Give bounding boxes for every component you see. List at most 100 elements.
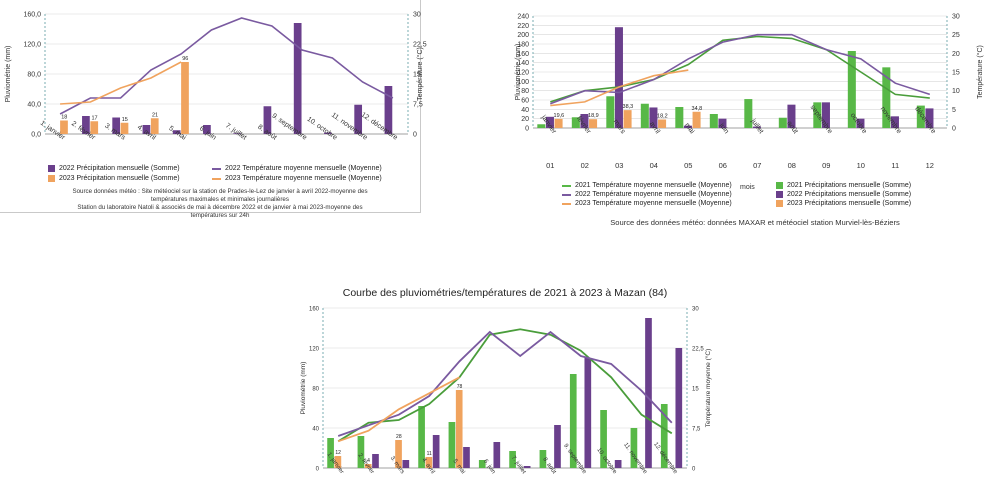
bar	[658, 119, 667, 128]
series-line	[550, 69, 689, 107]
legend-label: 2023 Précipitations mensuelle (Somme)	[787, 200, 912, 207]
y2-tick-label: 30	[692, 307, 699, 313]
bar	[787, 104, 796, 128]
source-line: Station du laboratoire Natoli & associés…	[77, 204, 363, 211]
bar	[813, 102, 822, 128]
legend-label: 2022 Température moyenne mensuelle (Moye…	[575, 191, 732, 198]
legend-label: 2023 Précipitation mensuelle (Somme)	[59, 175, 180, 182]
chart-2-source: Source des données météo: données MAXAR …	[610, 218, 900, 227]
legend-swatch	[48, 175, 55, 182]
y2-tick-label: 5	[952, 107, 956, 114]
chart-3-title: Courbe des pluviométries/températures de…	[342, 287, 668, 299]
y2-tick-label: 30	[413, 12, 421, 19]
x-number-label: 09	[822, 161, 830, 170]
legend-swatch	[776, 182, 783, 189]
y-tick-label: 40	[521, 107, 529, 114]
data-label: 38,3	[623, 104, 634, 110]
chart-1-source: Source données météo : Site météociel su…	[20, 188, 420, 220]
x-number-label: 07	[753, 161, 761, 170]
bar	[150, 118, 159, 134]
y-tick-label: 80	[312, 387, 319, 393]
y-tick-label: 100	[517, 79, 529, 86]
bar	[925, 108, 934, 128]
legend-item: 2022 Précipitation mensuelle (Somme)	[48, 165, 180, 172]
bar	[402, 460, 410, 468]
bar	[354, 104, 363, 134]
bar	[580, 114, 589, 128]
bar	[614, 27, 623, 129]
legend-swatch	[562, 193, 571, 196]
series-line	[337, 330, 673, 437]
bar	[554, 425, 561, 468]
series-line	[59, 17, 394, 115]
y-tick-label: 0,0	[31, 132, 41, 139]
y-tick-label: 240	[517, 14, 529, 21]
y2-tick-label: 15	[952, 70, 960, 77]
y2-axis-title: Température moyenne (°C)	[704, 349, 712, 427]
bar	[112, 117, 121, 134]
y2-tick-label: 22,5	[692, 347, 704, 353]
source-line: Source données météo : Site météociel su…	[72, 188, 368, 195]
x-number-label: 01	[546, 161, 554, 170]
y-tick-label: 40,0	[27, 102, 41, 109]
legend-item: 2022 Précipitations mensuelle (Somme)	[776, 191, 911, 198]
y2-tick-label: 22,5	[413, 42, 427, 49]
bar	[890, 116, 899, 128]
legend-swatch	[212, 177, 221, 180]
y2-tick-label: 0	[413, 132, 417, 139]
data-label: 96	[182, 56, 188, 62]
bar	[821, 102, 830, 128]
bar	[649, 107, 658, 128]
y-tick-label: 60	[521, 98, 529, 105]
y-tick-label: 160,0	[23, 12, 41, 19]
legend-swatch	[562, 184, 571, 187]
bar	[293, 23, 302, 134]
bar	[569, 374, 577, 468]
bar	[90, 121, 99, 134]
y2-tick-label: 20	[952, 51, 960, 58]
chart-panel-murviel: 0 20 40 60 80 100 120 140 160 180 200 220 240 0 5 10 15 2…	[500, 0, 1000, 235]
x-tick-label: 7. juillet	[224, 122, 248, 141]
bar	[545, 116, 554, 128]
bar	[630, 428, 638, 468]
chart-panel-mazan: 0 40 80 120 160 0 7,5 15 22,5 30 Pluviométrie (mm)…	[295, 283, 715, 500]
data-label: 4	[367, 458, 370, 464]
bar	[203, 125, 211, 134]
series-line	[60, 61, 182, 105]
y-tick-label: 220	[517, 23, 529, 30]
bar	[709, 114, 718, 128]
bar	[455, 390, 463, 468]
bar	[537, 124, 546, 128]
legend-item: 2023 Précipitations mensuelle (Somme)	[776, 200, 911, 207]
bar	[692, 111, 701, 128]
bar	[614, 460, 622, 468]
y-tick-label: 120,0	[23, 42, 41, 49]
x-number-label: 11	[891, 161, 899, 170]
y-tick-label: 200	[517, 32, 529, 39]
data-label: 21	[152, 112, 158, 118]
bar	[181, 62, 189, 134]
y-tick-label: 80,0	[27, 72, 41, 79]
bar	[675, 107, 684, 128]
source-line: températures sur 24h	[190, 212, 250, 219]
y-tick-label: 160	[309, 307, 320, 313]
data-label: 19,6	[554, 113, 565, 119]
data-label: 18,2	[657, 114, 668, 120]
series-line	[550, 33, 931, 105]
legend-swatch	[562, 202, 571, 205]
x-number-label: 12	[926, 161, 934, 170]
bar	[395, 440, 402, 468]
legend-item: 2021 Température moyenne mensuelle (Moye…	[562, 182, 732, 189]
series-line	[337, 376, 460, 443]
chart-2-svg: 0204060801001201401601802002202400510152…	[515, 14, 984, 192]
y2-tick-label: 7,5	[413, 102, 423, 109]
y2-tick-label: 0	[692, 467, 696, 473]
y2-tick-label: 15	[413, 72, 421, 79]
y-tick-label: 80	[521, 88, 529, 95]
chart-1-svg: 0,0 40,0 80,0 120,0 160,0 0 7,5 15 22,5 30 Pluviom…	[5, 12, 427, 143]
y2-tick-label: 7,5	[692, 427, 701, 433]
bar	[606, 96, 615, 128]
legend-label: 2022 Précipitations mensuelle (Somme)	[787, 191, 912, 198]
y-tick-label: 180	[517, 42, 529, 49]
x-number-label: 04	[650, 161, 658, 170]
